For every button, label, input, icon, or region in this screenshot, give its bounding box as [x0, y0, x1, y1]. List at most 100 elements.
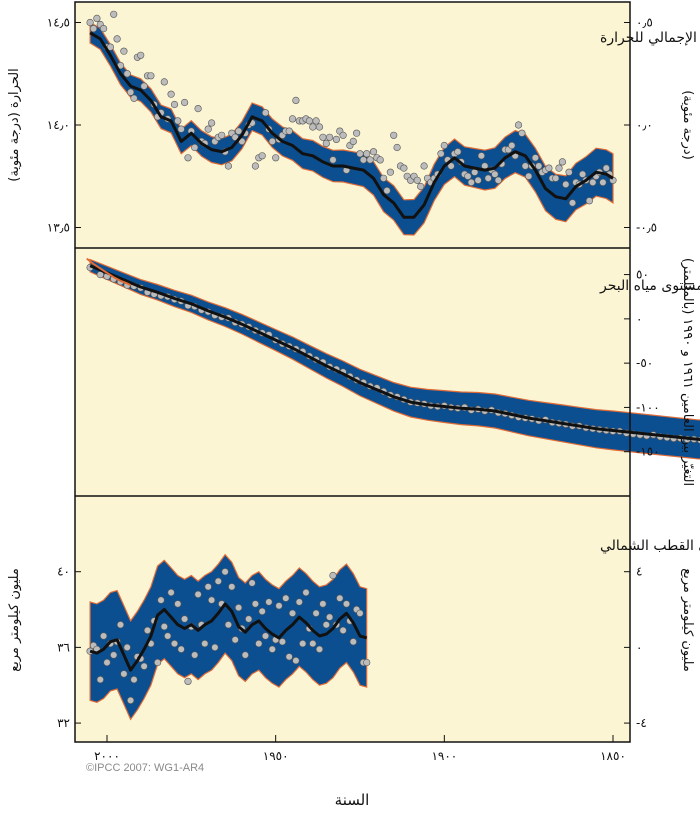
panel-a-right-axis-title: (درجة مئوية)	[680, 90, 695, 160]
data-point	[140, 662, 148, 670]
data-point	[214, 577, 222, 585]
data-point	[558, 158, 567, 166]
data-point	[258, 607, 266, 616]
data-point	[93, 14, 101, 22]
data-point	[312, 117, 320, 125]
data-point	[393, 143, 401, 152]
data-point	[390, 131, 398, 139]
data-point	[235, 127, 243, 135]
data-point	[208, 119, 216, 127]
data-point	[275, 602, 283, 610]
data-point	[86, 18, 94, 27]
data-point	[400, 164, 408, 172]
data-point	[322, 139, 330, 147]
data-point	[89, 25, 98, 33]
data-point	[474, 176, 482, 184]
data-point	[96, 675, 104, 684]
data-point	[315, 123, 324, 131]
data-point	[299, 639, 307, 648]
data-point	[565, 168, 573, 176]
data-point	[292, 96, 300, 104]
data-point	[376, 156, 384, 164]
data-point	[413, 176, 421, 184]
data-point	[177, 645, 185, 653]
uncertainty-band	[89, 258, 700, 460]
data-point	[309, 639, 317, 648]
x-tick-label: ١٩٠٠	[431, 749, 457, 763]
data-point	[535, 162, 543, 170]
data-point	[268, 137, 276, 145]
data-point	[285, 653, 293, 661]
data-point	[130, 94, 138, 102]
data-point	[359, 156, 368, 164]
data-point	[319, 133, 327, 141]
data-point	[440, 141, 448, 150]
copyright-note: ©IPCC 2007: WG1-AR4	[86, 762, 204, 774]
data-point	[332, 135, 341, 143]
panel-c-left-axis-title: مليون كيلومتر مربع	[7, 568, 22, 672]
right-tick-label: ٠٫٠	[636, 118, 653, 132]
data-point	[342, 600, 351, 608]
left-tick-label: ٣٢	[57, 716, 70, 730]
data-point	[194, 590, 202, 599]
panel-a: ١٤٫٥ ١٤٫٠ ١٣٫٥ ٠٫٥ ٠٫٠ -٠٫٥	[47, 10, 657, 236]
data-point	[181, 615, 189, 623]
panel-c-title: (ج) كثافة الثلوج في القطب الشمالي	[600, 538, 700, 554]
right-tick-label: -٤	[636, 716, 647, 730]
data-point	[194, 104, 202, 113]
data-point	[184, 677, 192, 686]
data-point	[99, 25, 108, 33]
data-point	[568, 199, 577, 207]
satellite-line	[86, 257, 132, 287]
left-tick-label: ٤٠	[57, 565, 70, 579]
data-point	[174, 600, 182, 608]
data-point	[454, 148, 462, 156]
data-point	[349, 137, 357, 145]
data-point	[170, 100, 179, 109]
data-point	[309, 123, 317, 131]
data-point	[224, 621, 232, 629]
data-point	[130, 675, 138, 684]
data-point	[336, 594, 344, 602]
left-tick-label: ١٤٫٥	[47, 16, 70, 30]
data-point	[518, 129, 526, 137]
panel-a-title: (أ) المتوسّط الإجمالي للحرارة	[600, 28, 700, 46]
data-point	[356, 609, 364, 617]
data-point	[288, 609, 297, 617]
data-point	[339, 131, 347, 139]
x-tick-label: ١٨٥٠	[600, 749, 626, 763]
x-tick-label: ١٩٥٠	[263, 749, 289, 763]
data-point	[120, 47, 128, 55]
data-point	[339, 626, 347, 635]
data-point	[211, 643, 219, 652]
data-point	[157, 596, 165, 604]
data-point	[285, 127, 293, 135]
data-point	[288, 115, 297, 123]
uncertainty-band	[89, 553, 368, 721]
right-tick-label: ٠	[636, 312, 642, 326]
data-point	[420, 162, 428, 170]
data-point	[204, 583, 212, 591]
data-point	[369, 148, 378, 156]
data-point	[437, 150, 445, 158]
data-point	[602, 164, 610, 172]
data-point	[508, 141, 516, 150]
data-point	[221, 568, 229, 576]
data-point	[231, 636, 239, 644]
data-point	[251, 162, 259, 170]
data-point	[329, 571, 337, 580]
data-point	[255, 639, 263, 648]
data-point	[525, 172, 533, 180]
data-point	[545, 164, 553, 172]
data-point	[116, 621, 125, 629]
data-point	[113, 35, 121, 43]
x-axis-title: السنة	[335, 791, 370, 809]
data-point	[562, 180, 570, 188]
data-point	[99, 632, 108, 640]
right-tick-label: -٥٠	[636, 356, 653, 370]
data-point	[170, 639, 179, 648]
data-point	[295, 598, 303, 606]
left-tick-label: ٣٦	[57, 640, 70, 654]
data-point	[110, 10, 118, 18]
data-point	[514, 121, 523, 129]
